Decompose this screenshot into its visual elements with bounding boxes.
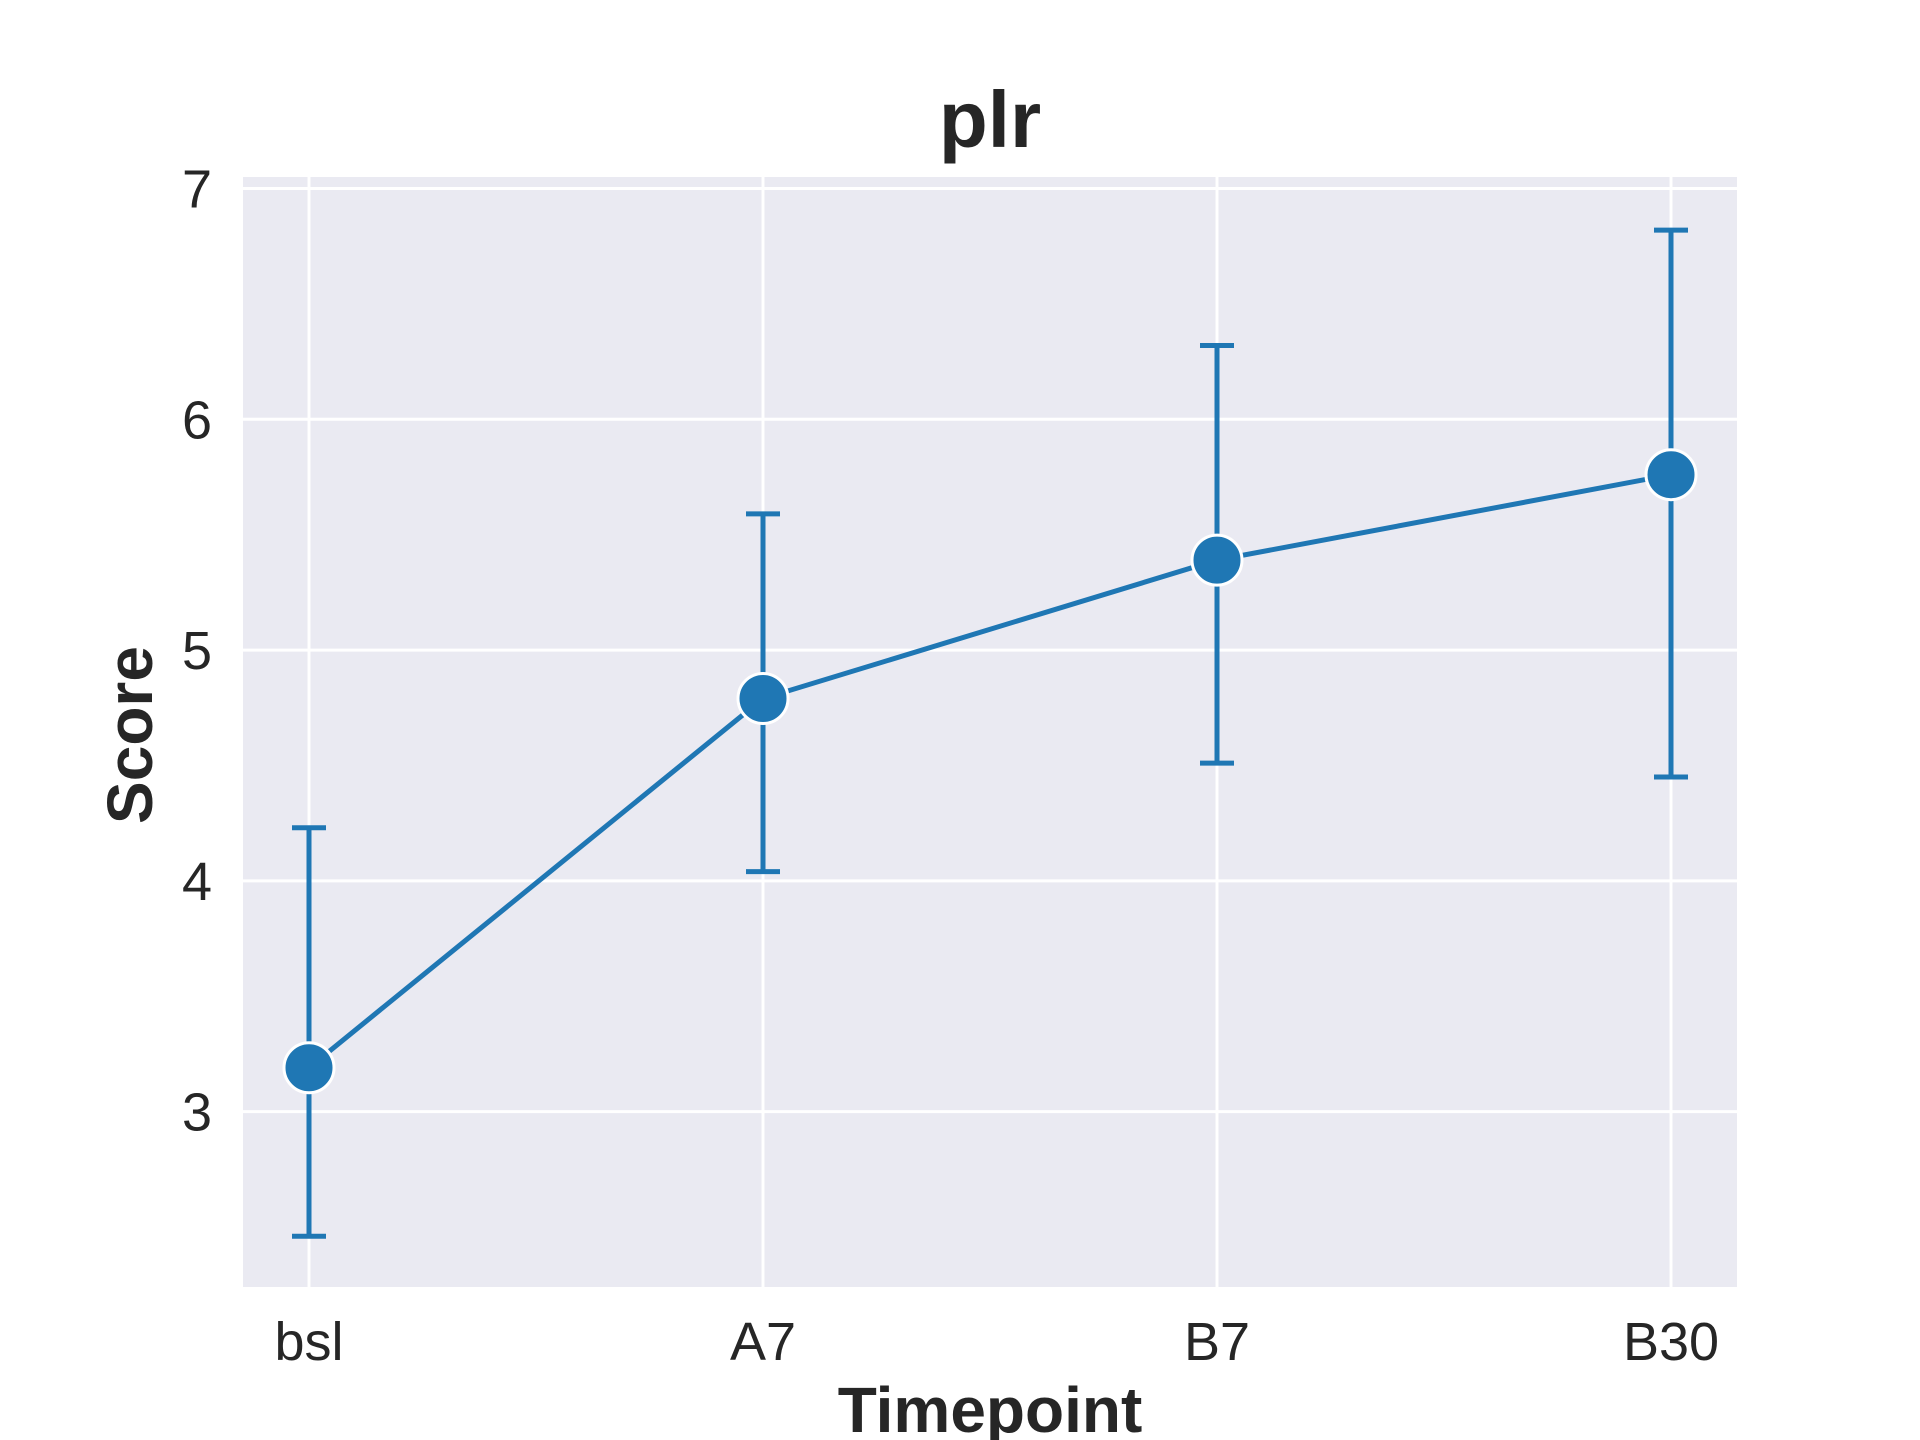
y-axis-label: Score <box>94 646 166 824</box>
data-point <box>1190 533 1244 587</box>
x-tick-labels: bsl A7 B7 B30 <box>274 1312 1719 1372</box>
y-tick-label: 7 <box>182 160 212 220</box>
x-tick-label: B30 <box>1623 1312 1719 1372</box>
x-tick-label: bsl <box>274 1312 343 1372</box>
chart-title: plr <box>939 75 1041 164</box>
data-point <box>282 1041 336 1095</box>
series-line <box>307 472 1672 1070</box>
series-lines <box>307 472 1672 1070</box>
data-points <box>282 448 1698 1095</box>
error-bar <box>1654 227 1688 780</box>
plot-area <box>243 177 1737 1287</box>
error-bar <box>292 825 326 1239</box>
y-tick-label: 3 <box>182 1083 212 1143</box>
y-tick-label: 4 <box>182 852 212 912</box>
y-tick-label: 6 <box>182 390 212 450</box>
y-tick-labels: 3 4 5 6 7 <box>182 160 212 1143</box>
y-tick-label: 5 <box>182 621 212 681</box>
data-point <box>1644 448 1698 502</box>
x-axis-label: Timepoint <box>838 1374 1143 1440</box>
data-point <box>736 672 790 726</box>
x-tick-label: A7 <box>730 1312 796 1372</box>
y-gridlines <box>243 187 1737 1114</box>
x-tick-label: B7 <box>1184 1312 1250 1372</box>
